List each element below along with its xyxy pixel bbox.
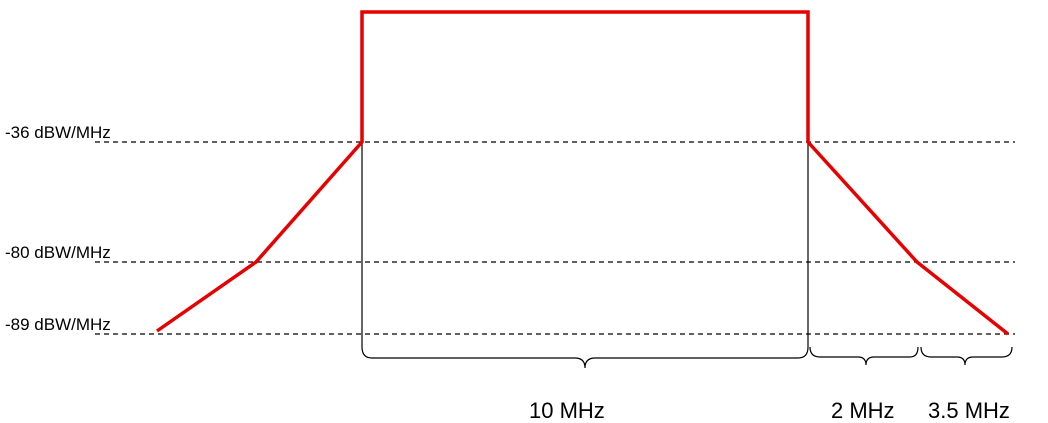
level-label-80: -80 dBW/MHz — [5, 243, 111, 262]
brace-3-5mhz — [920, 346, 1013, 366]
emission-mask-line — [155, 10, 1010, 336]
span-label-10mhz: 10 MHz — [529, 398, 605, 423]
level-label-89: -89 dBW/MHz — [5, 315, 111, 334]
span-label-3-5mhz: 3.5 MHz — [928, 398, 1010, 423]
span-label-2mhz: 2 MHz — [831, 398, 895, 423]
brace-10mhz — [361, 346, 809, 369]
level-label-36: -36 dBW/MHz — [5, 123, 111, 142]
brace-2mhz — [809, 346, 919, 366]
